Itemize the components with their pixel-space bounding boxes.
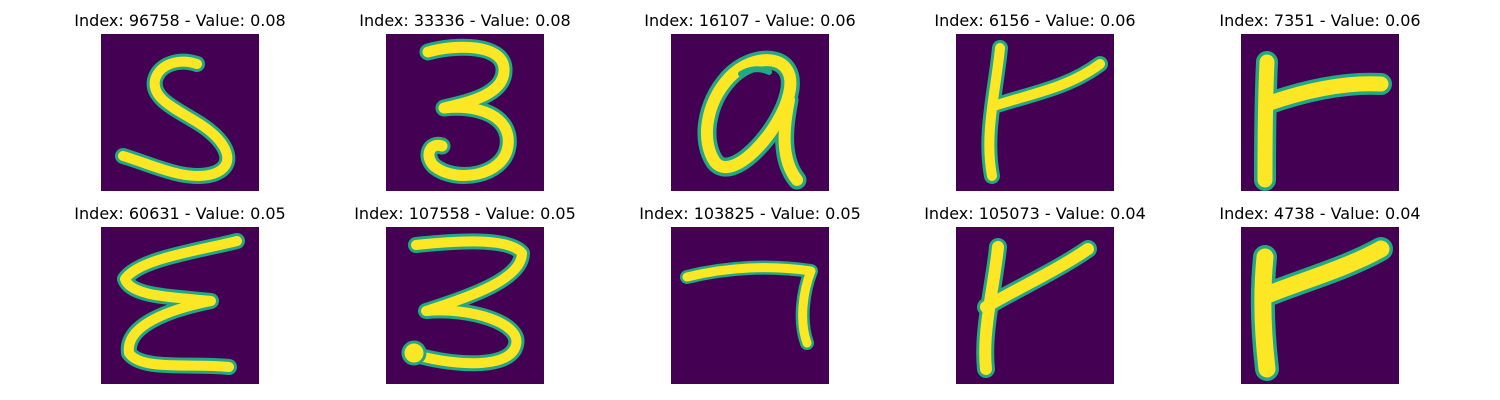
glyph-7 — [680, 260, 818, 350]
glyph-5 — [115, 53, 236, 184]
digit-image — [101, 34, 259, 191]
panel-title: Index: 60631 - Value: 0.05 — [74, 204, 286, 223]
panel-title: Index: 6156 - Value: 0.06 — [934, 11, 1136, 30]
panel-title: Index: 105073 - Value: 0.04 — [924, 204, 1146, 223]
digit-image — [671, 34, 829, 191]
glyph-3 — [419, 38, 517, 184]
panel-6156: Index: 6156 - Value: 0.06 — [885, 0, 1185, 191]
digit-image — [386, 227, 544, 384]
panel-7351: Index: 7351 - Value: 0.06 — [1170, 0, 1470, 191]
glyph-r — [981, 40, 1108, 184]
panel-60631: Index: 60631 - Value: 0.05 — [30, 193, 330, 384]
digit-image — [671, 227, 829, 384]
glyph-a — [697, 50, 807, 190]
digit-image — [956, 227, 1114, 384]
panel-title: Index: 33336 - Value: 0.08 — [359, 11, 571, 30]
glyph-3 — [401, 233, 530, 372]
glyph-r — [1250, 237, 1393, 381]
panel-107558: Index: 107558 - Value: 0.05 — [315, 193, 615, 384]
panel-103825: Index: 103825 - Value: 0.05 — [600, 193, 900, 384]
glyph-r — [976, 238, 1097, 378]
panel-title: Index: 103825 - Value: 0.05 — [639, 204, 861, 223]
digit-image — [1241, 34, 1399, 191]
panel-title: Index: 7351 - Value: 0.06 — [1219, 11, 1421, 30]
digit-image — [956, 34, 1114, 191]
panel-title: Index: 96758 - Value: 0.08 — [74, 11, 286, 30]
panel-33336: Index: 33336 - Value: 0.08 — [315, 0, 615, 191]
panel-105073: Index: 105073 - Value: 0.04 — [885, 193, 1185, 384]
glyph-r — [1254, 51, 1392, 191]
digit-image — [386, 34, 544, 191]
panel-96758: Index: 96758 - Value: 0.08 — [30, 0, 330, 191]
panel-16107: Index: 16107 - Value: 0.06 — [600, 0, 900, 191]
panel-title: Index: 4738 - Value: 0.04 — [1219, 204, 1421, 223]
digit-image — [101, 227, 259, 384]
panel-title: Index: 107558 - Value: 0.05 — [354, 204, 576, 223]
digit-image — [1241, 227, 1399, 384]
panel-title: Index: 16107 - Value: 0.06 — [644, 11, 856, 30]
glyph-E — [117, 233, 245, 375]
panel-4738: Index: 4738 - Value: 0.04 — [1170, 193, 1470, 384]
